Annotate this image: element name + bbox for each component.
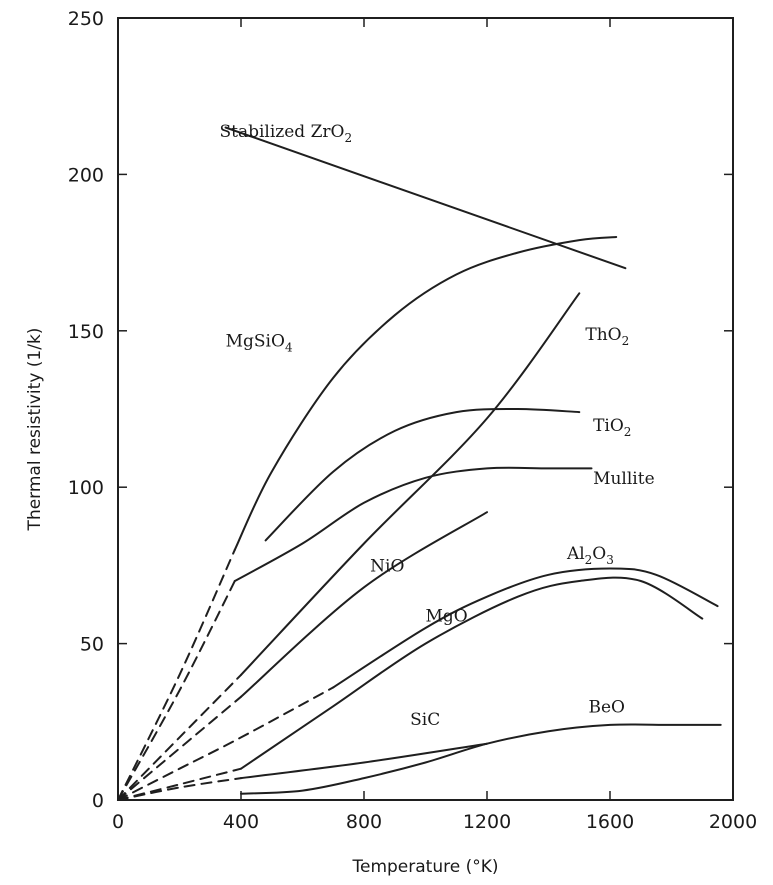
series-label-mgsio4: MgSiO4 [226, 331, 293, 354]
series-line-mullite [233, 466, 593, 582]
series-line-al2o3 [332, 567, 719, 689]
y-tick-label: 200 [68, 164, 104, 186]
plot-border [117, 17, 734, 801]
series-line-sic [240, 742, 488, 780]
y-tick-label: 100 [68, 477, 104, 499]
series-line-tho2 [240, 292, 581, 676]
y-tick-label: 50 [80, 634, 104, 656]
y-tick-label: 0 [92, 790, 104, 812]
series-curves [117, 126, 722, 801]
y-tick-label: 150 [68, 321, 104, 343]
x-tick-label: 1600 [586, 811, 634, 833]
series-label-tho2: ThO2 [585, 325, 629, 348]
series-line-beo [240, 723, 722, 795]
series-line-stabilized-zro2 [224, 126, 627, 270]
series-line-dashed-mgsio4 [117, 548, 236, 801]
series-line-dashed-nio [117, 695, 242, 801]
series-line-nio [240, 511, 488, 698]
series-line-dashed-sic [117, 777, 242, 801]
series-line-dashed-mullite [117, 580, 236, 801]
x-tick-label: 800 [346, 811, 382, 833]
series-label-nio: NiO [370, 557, 404, 577]
series-label-mullite: Mullite [593, 469, 655, 489]
y-axis-ticks: 0 50 100 150 200 250 [68, 8, 733, 812]
series-line-mgo [240, 576, 704, 770]
series-label-al2o3: Al2O3 [566, 544, 614, 567]
series-label-beo: BeO [588, 697, 625, 717]
series-label-tio2: TiO2 [593, 416, 631, 439]
series-line-mgsio4 [233, 236, 618, 551]
series-label-stabilized-zro2: Stabilized ZrO2 [219, 122, 352, 145]
x-axis-title: Temperature (°K) [351, 857, 498, 877]
x-tick-label: 400 [223, 811, 259, 833]
series-line-dashed-tho2 [117, 673, 242, 801]
x-tick-label: 1200 [463, 811, 511, 833]
x-axis-ticks: 0 400 800 1200 1600 2000 [112, 18, 757, 833]
x-tick-label: 2000 [709, 811, 757, 833]
series-labels: Stabilized ZrO2 MgSiO4 ThO2 TiO2 Mullite NiO A… [219, 122, 654, 730]
x-tick-label: 0 [112, 811, 124, 833]
y-tick-label: 250 [68, 8, 104, 30]
y-axis-title: Thermal resistivity (1/k) [25, 328, 45, 532]
plot-frame [117, 17, 734, 801]
series-label-mgo: MgO [426, 607, 468, 627]
series-line-dashed-al2o3 [117, 686, 335, 801]
series-label-sic: SiC [410, 710, 440, 730]
series-line-dashed-mgo [117, 767, 242, 801]
series-line-tio2 [264, 407, 581, 542]
